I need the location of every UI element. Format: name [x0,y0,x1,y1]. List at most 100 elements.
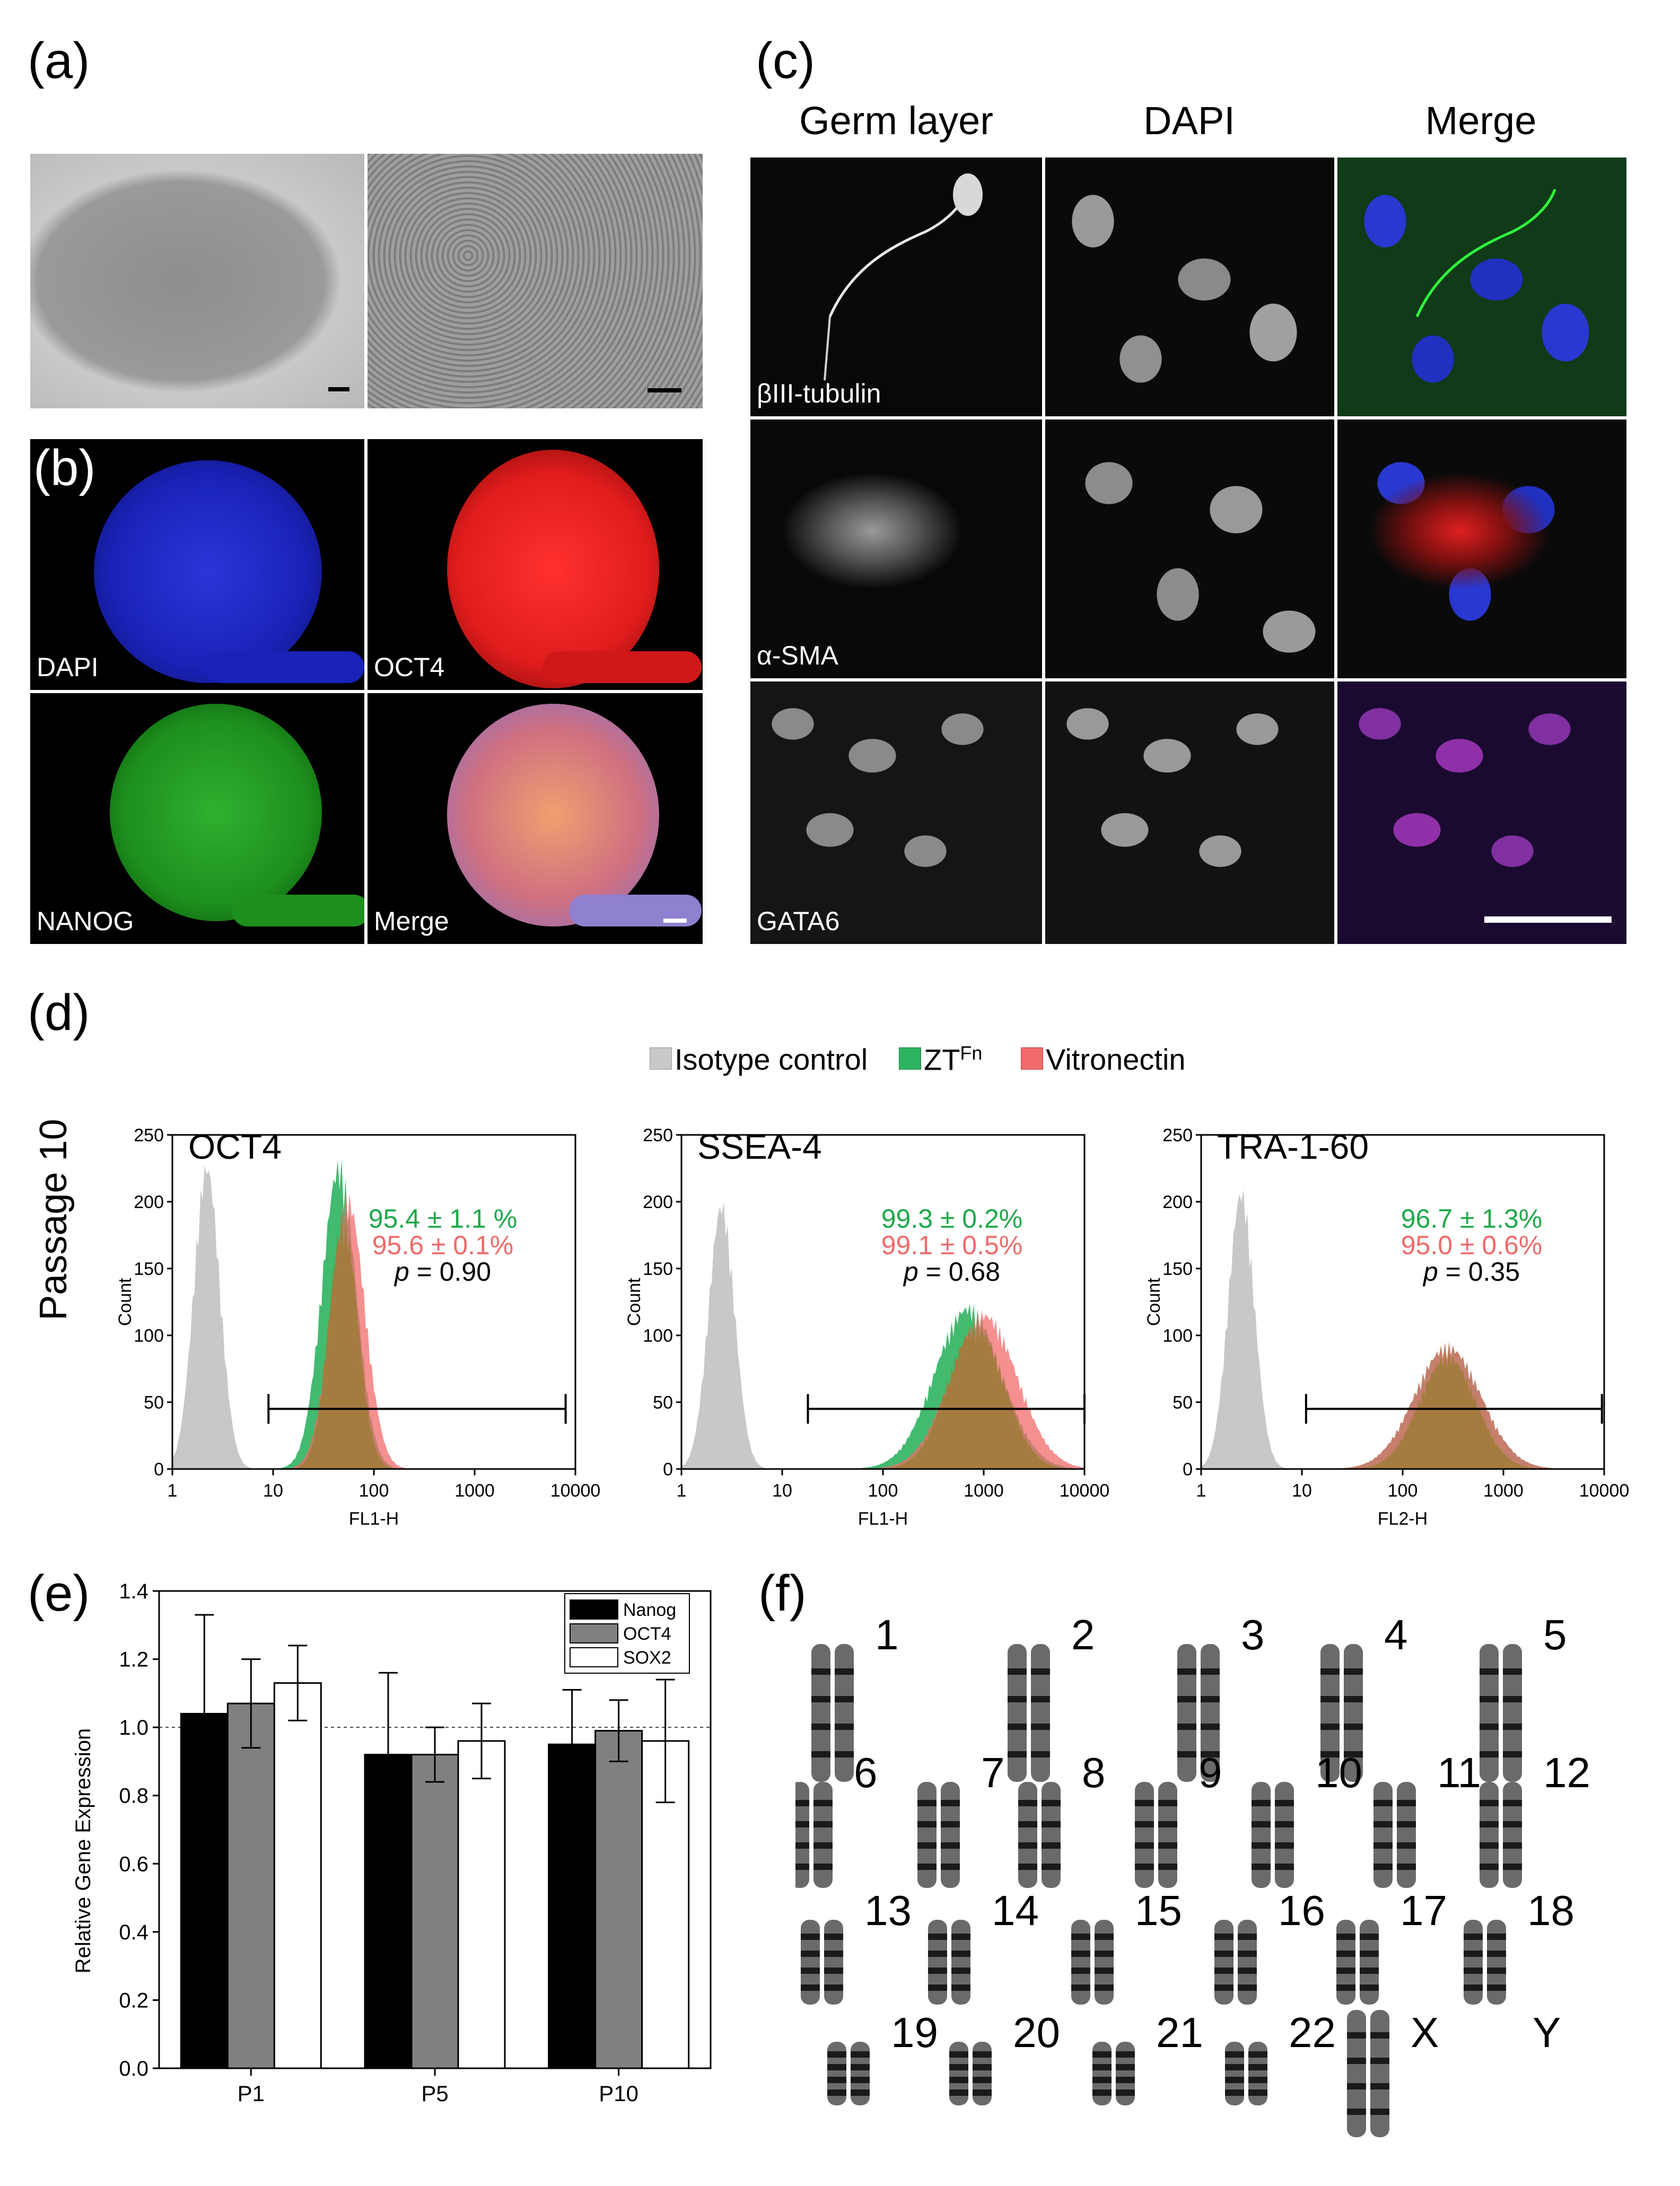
scale-bar [663,919,687,923]
x-tick-label: 1 [168,1481,178,1501]
legend-swatch-zt [899,1047,921,1070]
chromosome-label: 12 [1543,1749,1590,1796]
chromosome-band [1480,1751,1499,1757]
chromosome-band [917,1864,937,1870]
p-value: p = 0.68 [903,1257,1000,1287]
chromosome-band [1158,1864,1177,1870]
bar-oct4 [594,1730,643,2069]
chromosome-band [1177,1724,1196,1730]
chromosome-16: 16 [1214,1887,1325,2005]
chromatid [1071,1920,1090,2005]
scale-bar [328,387,349,391]
y-tick-label: 0.4 [119,1921,148,1944]
chromosome-band [1360,1984,1379,1991]
y-tick-label: 150 [643,1259,673,1279]
p-value: p = 0.90 [393,1257,491,1287]
y-tick-label: 200 [134,1192,164,1212]
y-tick-label: 100 [643,1326,673,1346]
chromosome-band [1336,1951,1355,1957]
chromatid [1135,1782,1154,1888]
chromosome-band [1092,2077,1112,2083]
chromosome-band [1248,2064,1267,2070]
y-tick-label: 1.2 [119,1648,148,1672]
chromosome-band [1464,1934,1483,1940]
chromosome-band [1397,1842,1416,1849]
chromosome-band [1275,1864,1294,1870]
chromosome-band [1373,1821,1393,1828]
chromosome-band [827,2089,846,2096]
chromosome-label: 17 [1400,1887,1447,1934]
nanog-label: NANOG [37,906,134,936]
chromosome-band [824,1934,843,1940]
dapi-image: (b) DAPI [30,439,364,690]
chromosome-band [1225,2077,1244,2083]
y-tick-label: 1.0 [119,1716,148,1739]
chromosome-band [1248,2077,1267,2083]
legend-label-zt: ZTFn [924,1042,983,1077]
dapi-c1-image [1045,158,1334,416]
chromosome-band [1177,1696,1196,1702]
chromosome-band [1158,1821,1177,1828]
chromosome-band [801,1934,820,1940]
chromosome-band [1503,1800,1522,1806]
chromatid [1347,2010,1366,2137]
chromosome-band [1503,1864,1522,1870]
y-axis-label: Count [115,1278,135,1326]
legend-label: OCT4 [623,1624,671,1644]
oct4-label: OCT4 [374,652,445,682]
chromatid [1158,1782,1177,1888]
chromosome-label: 14 [992,1887,1039,1934]
y-axis-label: Count [624,1278,644,1326]
chromosome-band [1275,1842,1294,1849]
chromosome-band [1344,1668,1363,1675]
chromatid [1095,1920,1114,2005]
chromosome-3: 3 [1177,1611,1265,1782]
chromosome-band [1135,1864,1154,1870]
stat-zt: 96.7 ± 1.3% [1401,1204,1543,1234]
col-title-germ-layer: Germ layer [799,99,993,143]
chromosome-band [1503,1821,1522,1828]
vitronectin-histogram [172,1191,575,1469]
chromosome-band [1008,1724,1027,1730]
chromosome-band [1373,1842,1393,1849]
chromatid [1018,1782,1037,1888]
chromosome-band [1116,2051,1135,2058]
chromosome-band [801,1984,820,1991]
chromosome-1: 1 [811,1611,899,1782]
chromosome-band [1135,1800,1154,1806]
chromosome-band [1031,1696,1050,1702]
chromosome-label: 6 [854,1749,878,1796]
panel-letter-f: (f) [758,1565,807,1622]
chromosome-15: 15 [1071,1887,1182,2005]
chromosome-band [1238,1984,1257,1991]
chromosome-band [1480,1668,1499,1675]
chromosome-band [795,1842,809,1849]
chromosome-band [1252,1821,1271,1828]
y-axis-label: Count [1144,1278,1164,1326]
chromosome-band [973,2064,992,2070]
chromosome-band [811,1668,830,1675]
chromosome-band [973,2077,992,2083]
chromosome-band [813,1800,833,1806]
chromatid [1275,1782,1294,1888]
panel-letter-c: (c) [756,32,815,89]
gene-expression-chart: 0.0 0.2 0.4 0.6 0.8 1.0 1.2 1.4 Relative Gene Ex… [72,1580,712,2106]
chromosome-label: 13 [864,1887,912,1934]
chromosome-band [1238,1968,1257,1974]
chromosome-band [949,2077,968,2083]
chromosome-band [801,1951,820,1957]
chromosome-band [1480,1724,1499,1730]
chromosome-band [1320,1696,1340,1702]
chromosome-band [1201,1751,1220,1757]
chromosome-band [1042,1864,1061,1870]
y-tick-label: 250 [1162,1125,1193,1146]
x-tick-label: 10000 [1060,1481,1110,1501]
nanog-image: NANOG [30,693,364,944]
histogram-1: 0 50 100 150 200 250 1 10 100 1000 10000 FL1-H Count… [624,1125,1109,1529]
chromosome-label: 18 [1527,1887,1574,1934]
chromatid [1008,1644,1027,1782]
chromosome-band [1480,1821,1499,1828]
chromatid [917,1782,937,1888]
y-tick-label: 0.8 [119,1785,148,1808]
stat-vitronectin: 95.6 ± 0.1% [372,1230,514,1260]
